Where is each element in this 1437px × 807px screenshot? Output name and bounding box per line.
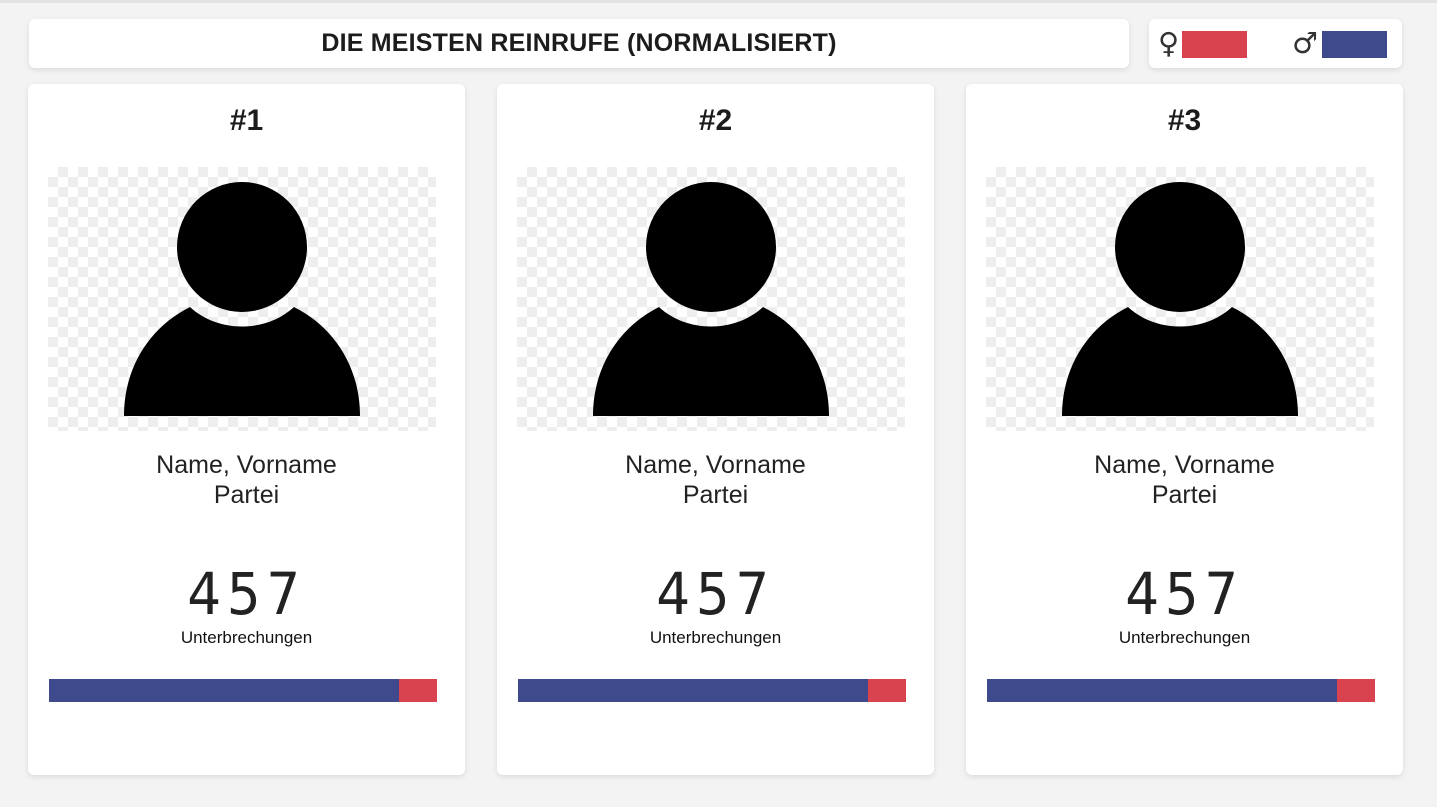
gender-share-bar — [518, 679, 906, 702]
rank-label: #1 — [229, 104, 264, 137]
portrait-image — [48, 167, 436, 431]
count-unit: Unterbrechungen — [649, 628, 782, 647]
page-title: DIE MEISTEN REINRUFE (NORMALISIERT) — [321, 29, 837, 57]
person-info: Name, Vorname Partei — [28, 450, 465, 510]
rank-label: #3 — [1167, 104, 1202, 137]
top-divider — [0, 0, 1437, 3]
person-party: Partei — [682, 481, 749, 509]
female-share-segment — [868, 679, 906, 702]
male-swatch — [1322, 31, 1387, 58]
portrait-image — [986, 167, 1374, 431]
female-share-segment — [1337, 679, 1375, 702]
person-name: Name, Vorname — [625, 451, 806, 479]
portrait-image — [517, 167, 905, 431]
gender-legend: ♀ ♂ — [1149, 19, 1402, 68]
rank-card-1: #1 Name, Vorname Partei 457 Unterbrechun… — [28, 84, 465, 775]
gender-share-bar — [987, 679, 1375, 702]
person-info: Name, Vorname Partei — [497, 450, 934, 510]
female-share-segment — [399, 679, 437, 702]
female-symbol-icon: ♀ — [1158, 26, 1180, 60]
title-panel: DIE MEISTEN REINRUFE (NORMALISIERT) — [29, 19, 1129, 68]
male-share-segment — [49, 679, 400, 702]
male-share-segment — [518, 679, 869, 702]
person-party: Partei — [213, 481, 280, 509]
person-name: Name, Vorname — [156, 451, 337, 479]
female-swatch — [1182, 31, 1247, 58]
user-silhouette-icon — [124, 182, 360, 416]
interruption-count: 457 — [187, 560, 306, 628]
rank-card-2: #2 Name, Vorname Partei 457 Unterbrechun… — [497, 84, 934, 775]
person-info: Name, Vorname Partei — [966, 450, 1403, 510]
rank-label: #2 — [698, 104, 733, 137]
count-unit: Unterbrechungen — [1118, 628, 1251, 647]
user-silhouette-icon — [1062, 182, 1298, 416]
count-unit: Unterbrechungen — [180, 628, 313, 647]
rank-card-3: #3 Name, Vorname Partei 457 Unterbrechun… — [966, 84, 1403, 775]
interruption-count: 457 — [656, 560, 775, 628]
interruption-count: 457 — [1125, 560, 1244, 628]
person-party: Partei — [1151, 481, 1218, 509]
gender-share-bar — [49, 679, 437, 702]
user-silhouette-icon — [593, 182, 829, 416]
person-name: Name, Vorname — [1094, 451, 1275, 479]
male-symbol-icon: ♂ — [1292, 26, 1318, 60]
male-share-segment — [987, 679, 1338, 702]
